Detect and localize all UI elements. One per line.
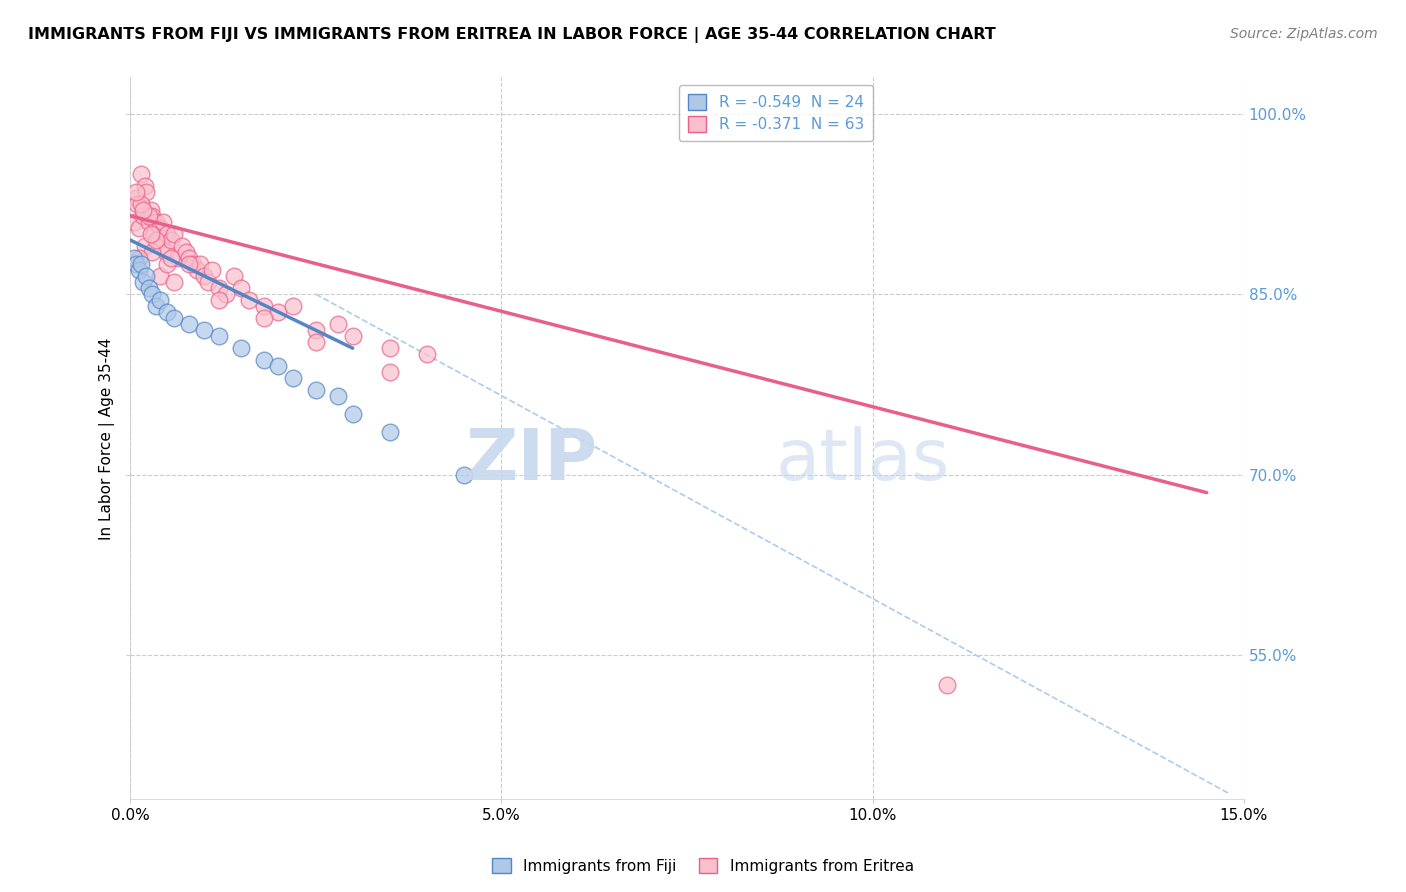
Point [132,202,155,217]
Point [145,233,167,247]
Legend: Immigrants from Fiji, Immigrants from Eritrea: Immigrants from Fiji, Immigrants from Er… [486,852,920,880]
Point [231,281,253,295]
Point [156,257,179,271]
Point [163,311,186,326]
Point [138,215,160,229]
Point [146,233,169,247]
Point [378,365,401,379]
Point [125,191,148,205]
Point [134,178,156,193]
Point [128,263,150,277]
Point [145,215,167,229]
Point [122,251,145,265]
Point [128,251,150,265]
Point [208,329,231,343]
Text: atlas: atlas [776,425,950,494]
Text: IMMIGRANTS FROM FIJI VS IMMIGRANTS FROM ERITREA IN LABOR FORCE | AGE 35-44 CORRE: IMMIGRANTS FROM FIJI VS IMMIGRANTS FROM … [28,27,995,43]
Point [222,268,245,283]
Point [134,239,156,253]
Point [208,281,231,295]
Point [170,239,193,253]
Point [155,244,177,259]
Point [231,341,253,355]
Point [342,329,364,343]
Point [138,209,160,223]
Point [163,227,186,241]
Point [167,251,190,265]
Point [132,209,155,223]
Point [238,293,260,307]
Point [190,257,212,271]
Point [163,275,186,289]
Point [252,311,274,326]
Point [128,220,150,235]
Point [174,244,197,259]
Point [208,293,231,307]
Point [152,215,174,229]
Point [215,287,238,301]
Point [129,196,152,211]
Point [125,257,148,271]
Point [145,299,167,313]
Point [139,227,162,241]
Point [142,227,165,241]
Point [197,275,219,289]
Point [304,384,326,398]
Point [416,347,439,361]
Point [252,353,274,368]
Point [283,371,305,385]
Point [135,185,157,199]
Point [141,287,163,301]
Y-axis label: In Labor Force | Age 35-44: In Labor Force | Age 35-44 [100,337,115,540]
Point [193,323,215,337]
Point [186,263,208,277]
Point [156,305,179,319]
Point [149,293,172,307]
Point [141,209,163,223]
Point [378,341,401,355]
Point [267,359,290,374]
Point [138,281,160,295]
Point [935,678,957,692]
Point [141,244,163,259]
Point [129,257,152,271]
Point [139,202,162,217]
Point [149,220,172,235]
Point [122,215,145,229]
Point [193,268,215,283]
Point [304,323,326,337]
Point [378,425,401,440]
Point [149,268,172,283]
Text: Source: ZipAtlas.com: Source: ZipAtlas.com [1230,27,1378,41]
Point [179,257,201,271]
Point [159,233,181,247]
Point [135,268,157,283]
Point [252,299,274,313]
Point [453,467,475,482]
Point [156,227,179,241]
Point [179,317,201,331]
Point [283,299,305,313]
Point [267,305,290,319]
Legend: R = -0.549  N = 24, R = -0.371  N = 63: R = -0.549 N = 24, R = -0.371 N = 63 [679,85,873,142]
Point [181,257,204,271]
Point [132,275,155,289]
Point [125,185,148,199]
Point [201,263,224,277]
Point [326,317,349,331]
Point [129,167,152,181]
Point [150,239,173,253]
Text: ZIP: ZIP [465,425,598,494]
Point [159,251,181,265]
Point [127,196,149,211]
Point [326,389,349,403]
Point [342,408,364,422]
Point [304,335,326,350]
Point [179,251,201,265]
